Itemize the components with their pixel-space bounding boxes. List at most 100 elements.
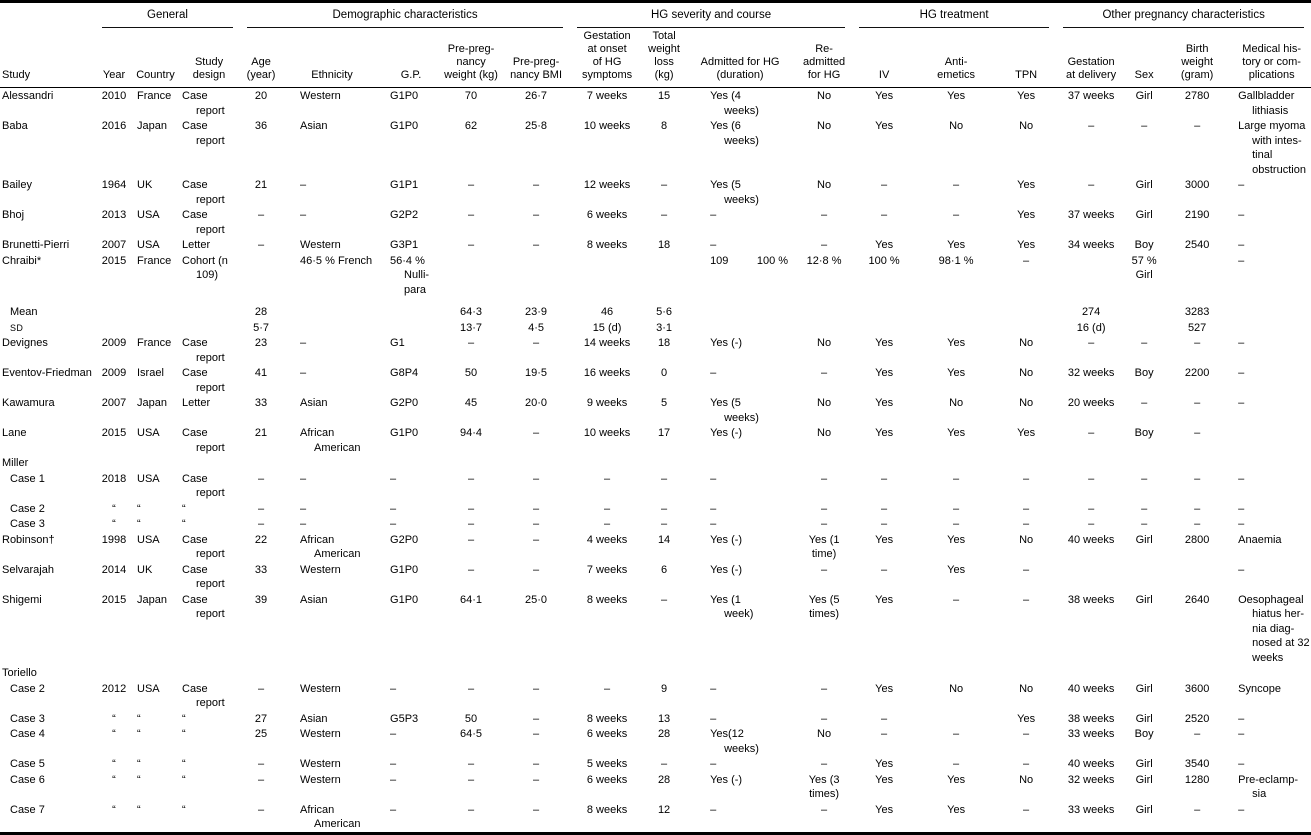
cell-birth-weight: 3600 bbox=[1184, 682, 1210, 695]
cell-age: 20 bbox=[254, 90, 268, 102]
cell-admitted bbox=[684, 297, 796, 320]
cell-readmitted: – bbox=[821, 712, 828, 725]
cell-iv: Yes bbox=[875, 682, 894, 695]
cell-ethnicity: Asian bbox=[300, 120, 328, 132]
cell-gp: G2P0 bbox=[390, 533, 419, 546]
cell-onset: 8 weeks bbox=[586, 712, 628, 725]
cell-prepreg-bmi: – bbox=[532, 758, 540, 770]
cell-prepreg-weight: 94·4 bbox=[460, 427, 483, 439]
cell-iv: 100 % bbox=[868, 254, 900, 267]
column-header-onset: Gestation at onset of HG symptoms bbox=[570, 28, 645, 88]
cell-study: Selvarajah bbox=[2, 563, 54, 576]
table-row: Case 3 “ “ “ – – – – – – – – – – – – – – – – bbox=[0, 516, 1311, 532]
cell-birth-weight: 1280 bbox=[1184, 773, 1210, 786]
cell-country: Japan bbox=[137, 120, 167, 132]
cell-antiemetics: – bbox=[953, 502, 960, 515]
cell-delivery: 274 bbox=[1081, 306, 1101, 318]
cell-study: Baba bbox=[2, 120, 28, 132]
cell-readmitted bbox=[796, 297, 852, 320]
cell-age: – bbox=[257, 472, 265, 485]
cell-year: 2013 bbox=[101, 209, 127, 221]
group-header-spacer bbox=[0, 2, 95, 29]
cell-study: Case 6 bbox=[10, 773, 45, 786]
cell-antiemetics: Yes bbox=[947, 239, 966, 251]
table-row: Kawamura 2007 Japan Letter 33 Asian G2P0 45 20·0… bbox=[0, 395, 1311, 425]
cell-year: 2015 bbox=[101, 427, 127, 439]
cell-admitted: – bbox=[710, 518, 717, 530]
cell-year: “ bbox=[112, 803, 116, 816]
cell-medical: – bbox=[1238, 337, 1245, 349]
cell-sex: Girl bbox=[1135, 533, 1153, 546]
cell-gp: G2P2 bbox=[390, 209, 419, 221]
cell-age: 21 bbox=[254, 179, 268, 191]
cell-weight-loss: 18 bbox=[657, 239, 671, 251]
cell-onset: – bbox=[604, 502, 611, 515]
cell-medical bbox=[1232, 320, 1311, 336]
cell-prepreg-bmi: – bbox=[532, 518, 540, 530]
cell-age: 22 bbox=[254, 533, 268, 546]
cell-antiemetics bbox=[916, 297, 996, 320]
cell-readmitted: – bbox=[821, 758, 828, 770]
cell-weight-loss: – bbox=[661, 472, 668, 485]
cell-ethnicity: Western bbox=[300, 239, 341, 251]
cell-delivery bbox=[1056, 562, 1126, 592]
cell-antiemetics: Yes bbox=[947, 367, 966, 379]
cell-gp: G1P0 bbox=[390, 90, 419, 102]
cell-prepreg-bmi: 23·9 bbox=[525, 306, 548, 318]
cell-onset: – bbox=[604, 518, 611, 530]
cell-year: 2007 bbox=[101, 239, 127, 251]
cell-ethnicity: 46·5 % French bbox=[300, 254, 373, 267]
cell-age: – bbox=[257, 773, 265, 786]
cell-sex bbox=[1126, 297, 1162, 320]
cell-iv: Yes bbox=[875, 773, 894, 786]
cell-weight-loss: 0 bbox=[661, 367, 668, 379]
cell-onset: 9 weeks bbox=[586, 397, 628, 409]
cell-gp: G2P0 bbox=[390, 397, 419, 409]
group-header: Other pregnancy characteristics bbox=[1056, 2, 1311, 28]
group-header: HG treatment bbox=[852, 2, 1056, 28]
cell-delivery: 38 weeks bbox=[1067, 712, 1115, 725]
cell-iv: Yes bbox=[875, 593, 894, 606]
cell-gp: – bbox=[390, 518, 397, 530]
cell-onset: 10 weeks bbox=[583, 120, 631, 132]
cell-sex: Girl bbox=[1135, 179, 1153, 191]
cell-admitted: 109 100 % bbox=[684, 253, 796, 298]
cell-country: “ bbox=[137, 518, 141, 530]
column-header-country: Country bbox=[133, 28, 178, 88]
cell-antiemetics: Yes bbox=[947, 337, 966, 349]
cell-antiemetics: – bbox=[953, 593, 960, 606]
cell-birth-weight: – bbox=[1194, 472, 1201, 485]
cell-design: Case report bbox=[182, 563, 225, 591]
cell-design: Case report bbox=[182, 533, 225, 561]
cell-design: Case report bbox=[182, 427, 225, 454]
column-header-delivery: Gestation at delivery bbox=[1056, 28, 1127, 88]
cell-prepreg-bmi: – bbox=[532, 472, 540, 485]
cell-country: UK bbox=[137, 563, 153, 576]
cell-admitted: – bbox=[710, 367, 717, 379]
cell-delivery: 38 weeks bbox=[1067, 593, 1115, 606]
cell-study: Case 3 bbox=[10, 712, 45, 725]
cell-tpn bbox=[996, 320, 1056, 336]
cell-prepreg-weight: – bbox=[467, 682, 475, 695]
cell-medical: – bbox=[1238, 758, 1245, 770]
cell-country: USA bbox=[137, 533, 160, 546]
cell-onset: 8 weeks bbox=[586, 803, 628, 816]
cell-iv: Yes bbox=[875, 533, 894, 546]
cell-ethnicity: – bbox=[300, 209, 307, 221]
group-header-label: General bbox=[102, 8, 234, 28]
cell-birth-weight: – bbox=[1194, 337, 1201, 349]
cell-medical: Syncope bbox=[1238, 682, 1281, 695]
cell-sex: – bbox=[1141, 518, 1148, 530]
cell-design: Case report bbox=[182, 593, 225, 621]
cell-tpn: No bbox=[1019, 773, 1034, 786]
cell-ethnicity: – bbox=[300, 337, 307, 349]
column-header-medical: Medical his- tory or com- plications bbox=[1232, 28, 1311, 88]
cell-onset: 5 weeks bbox=[586, 758, 628, 770]
cell-gp: – bbox=[390, 758, 397, 770]
cell-sex: Girl bbox=[1135, 712, 1153, 725]
cell-tpn: – bbox=[1023, 728, 1030, 740]
cell-gp: – bbox=[390, 502, 397, 515]
cell-prepreg-weight bbox=[440, 253, 502, 298]
cell-readmitted: Yes (1 time) bbox=[808, 533, 840, 561]
cell-onset bbox=[570, 253, 644, 298]
